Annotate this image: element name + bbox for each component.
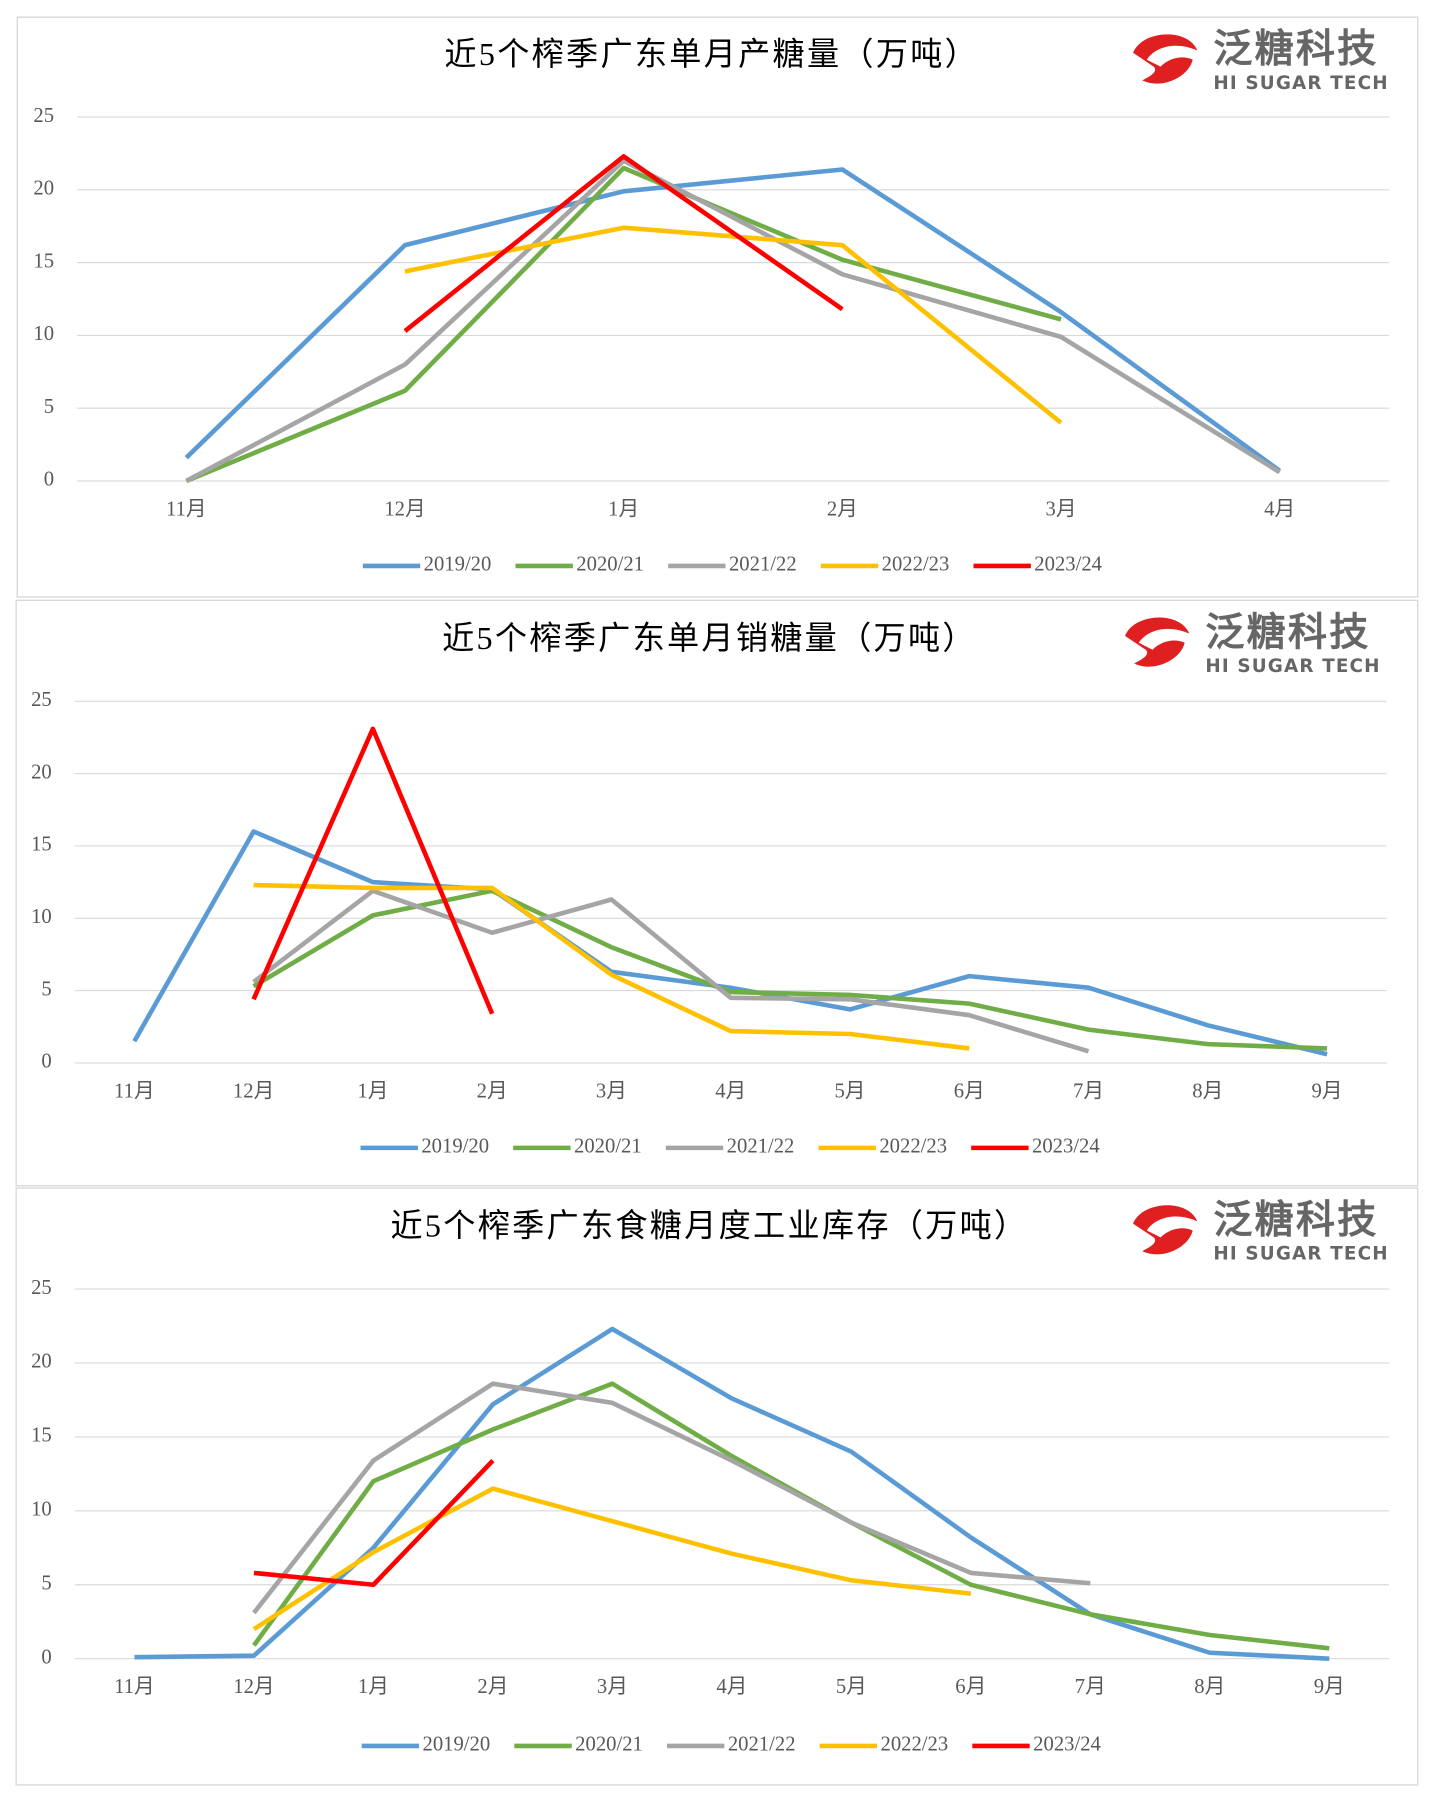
chart-title: 近5个榨季广东单月销糖量（万吨） — [442, 620, 977, 656]
y-tick-label: 5 — [44, 396, 54, 418]
x-tick-label: 11月 — [114, 1081, 155, 1103]
y-tick-label: 15 — [31, 1425, 52, 1447]
series-line — [132, 829, 1328, 1057]
y-tick-label: 5 — [41, 978, 51, 1000]
x-tick-label: 1月 — [357, 1081, 388, 1103]
y-tick-label: 0 — [41, 1646, 51, 1668]
y-tick-label: 0 — [41, 1051, 51, 1073]
legend-label: 2019/20 — [422, 1734, 490, 1756]
x-tick-label: 4月 — [715, 1081, 746, 1103]
series-line — [251, 726, 495, 1015]
logo-tagline: HI SUGAR TECH — [1213, 1244, 1388, 1265]
series-line — [403, 154, 844, 333]
logo-tagline: HI SUGAR TECH — [1213, 73, 1388, 94]
logo-name: 泛糖科技 — [1213, 1198, 1378, 1243]
x-tick-label: 5月 — [834, 1081, 865, 1103]
y-tick-label: 20 — [31, 761, 52, 783]
chart-frame — [15, 1187, 1419, 1786]
x-tick-label: 2月 — [477, 1676, 508, 1698]
legend-label: 2021/22 — [728, 1734, 796, 1756]
x-tick-label: 1月 — [358, 1676, 389, 1698]
x-tick-label: 4月 — [716, 1676, 747, 1698]
logo-mark — [1133, 1205, 1198, 1255]
x-tick-label: 8月 — [1194, 1676, 1225, 1698]
legend-label: 2023/24 — [1033, 1734, 1101, 1756]
y-tick-label: 10 — [31, 1499, 52, 1521]
y-tick-label: 20 — [31, 1351, 52, 1373]
series-line — [134, 1326, 1330, 1661]
legend-label: 2019/20 — [424, 554, 492, 576]
y-tick-label: 5 — [41, 1572, 51, 1594]
series-line — [252, 888, 1328, 1051]
x-tick-label: 8月 — [1192, 1081, 1223, 1103]
x-tick-label: 12月 — [233, 1676, 274, 1698]
series-line — [252, 1381, 1091, 1615]
chart-title: 近5个榨季广东单月产糖量（万吨） — [444, 36, 979, 72]
x-tick-label: 3月 — [1045, 499, 1076, 521]
y-tick-label: 10 — [33, 323, 54, 345]
y-tick-label: 20 — [33, 178, 54, 200]
logo-name: 泛糖科技 — [1213, 27, 1378, 72]
series-line — [253, 1458, 495, 1588]
x-tick-label: 11月 — [114, 1676, 155, 1698]
legend-label: 2021/22 — [727, 1136, 795, 1158]
logo-tagline: HI SUGAR TECH — [1205, 656, 1380, 677]
x-tick-label: 3月 — [596, 1081, 627, 1103]
x-tick-label: 12月 — [233, 1081, 274, 1103]
legend-label: 2021/22 — [729, 554, 797, 576]
legend-label: 2020/21 — [576, 554, 644, 576]
chart-title: 近5个榨季广东食糖月度工业库存（万吨） — [390, 1208, 1028, 1244]
y-tick-label: 0 — [44, 469, 54, 491]
series-line — [253, 882, 970, 1051]
legend-label: 2022/23 — [879, 1136, 947, 1158]
x-tick-label: 9月 — [1312, 1081, 1343, 1103]
legend-label: 2022/23 — [882, 554, 950, 576]
series-line — [404, 225, 1063, 425]
series-line — [184, 167, 1282, 473]
logo-mark — [1124, 617, 1190, 667]
x-tick-label: 2月 — [477, 1081, 508, 1103]
y-tick-label: 25 — [31, 689, 52, 711]
legend-label: 2023/24 — [1034, 554, 1102, 576]
y-tick-label: 15 — [33, 250, 54, 272]
series-line — [185, 158, 1281, 483]
legend-label: 2020/21 — [574, 1136, 642, 1158]
y-tick-label: 15 — [31, 834, 52, 856]
x-tick-label: 3月 — [597, 1676, 628, 1698]
series-line — [252, 1486, 972, 1632]
legend-label: 2022/23 — [880, 1734, 948, 1756]
x-tick-label: 6月 — [955, 1676, 986, 1698]
chart-frame — [15, 599, 1419, 1187]
y-tick-label: 10 — [31, 906, 52, 928]
series-line — [185, 165, 1062, 484]
x-tick-label: 11月 — [166, 499, 207, 521]
logo-mark — [1133, 34, 1198, 84]
y-tick-label: 25 — [33, 105, 54, 127]
x-tick-label: 1月 — [608, 499, 639, 521]
legend-label: 2019/20 — [421, 1136, 489, 1158]
x-tick-label: 9月 — [1314, 1676, 1345, 1698]
legend-label: 2023/24 — [1032, 1136, 1100, 1158]
legend-label: 2020/21 — [575, 1734, 643, 1756]
x-tick-label: 7月 — [1073, 1081, 1104, 1103]
logo-name: 泛糖科技 — [1205, 610, 1370, 655]
x-tick-label: 5月 — [836, 1676, 867, 1698]
chart-frame — [16, 16, 1419, 598]
x-tick-label: 2月 — [827, 499, 858, 521]
y-tick-label: 25 — [31, 1277, 52, 1299]
x-tick-label: 6月 — [954, 1081, 985, 1103]
x-tick-label: 12月 — [384, 499, 425, 521]
x-tick-label: 4月 — [1264, 499, 1295, 521]
series-line — [252, 888, 1090, 1054]
x-tick-label: 7月 — [1075, 1676, 1106, 1698]
